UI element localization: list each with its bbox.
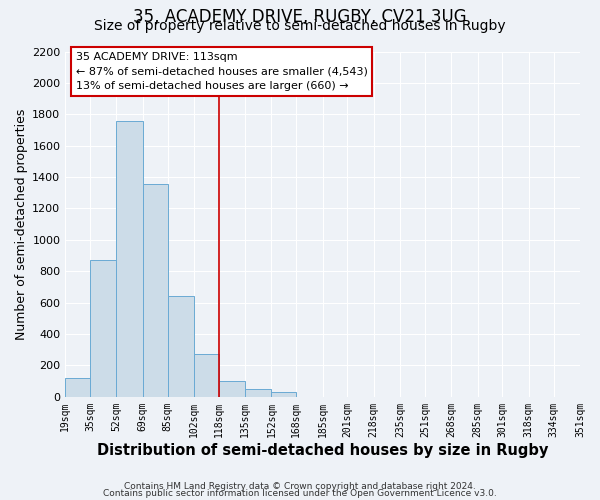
Text: 35 ACADEMY DRIVE: 113sqm
← 87% of semi-detached houses are smaller (4,543)
13% o: 35 ACADEMY DRIVE: 113sqm ← 87% of semi-d… (76, 52, 367, 91)
Bar (167, 296, 194, 397)
Text: Contains public sector information licensed under the Open Government Licence v3: Contains public sector information licen… (103, 488, 497, 498)
Bar (90, 260, 116, 397)
Bar (271, 392, 296, 397)
Y-axis label: Number of semi-detached properties: Number of semi-detached properties (15, 108, 28, 340)
X-axis label: Distribution of semi-detached houses by size in Rugby: Distribution of semi-detached houses by … (97, 442, 548, 458)
Bar (219, 381, 245, 397)
Text: 35, ACADEMY DRIVE, RUGBY, CV21 3UG: 35, ACADEMY DRIVE, RUGBY, CV21 3UG (133, 8, 467, 26)
Text: Size of property relative to semi-detached houses in Rugby: Size of property relative to semi-detach… (94, 19, 506, 33)
Bar (143, 184, 167, 397)
Bar (194, 354, 219, 397)
Text: Contains HM Land Registry data © Crown copyright and database right 2024.: Contains HM Land Registry data © Crown c… (124, 482, 476, 491)
Bar (65, 378, 90, 397)
Bar (116, 120, 143, 397)
Bar (245, 389, 271, 397)
